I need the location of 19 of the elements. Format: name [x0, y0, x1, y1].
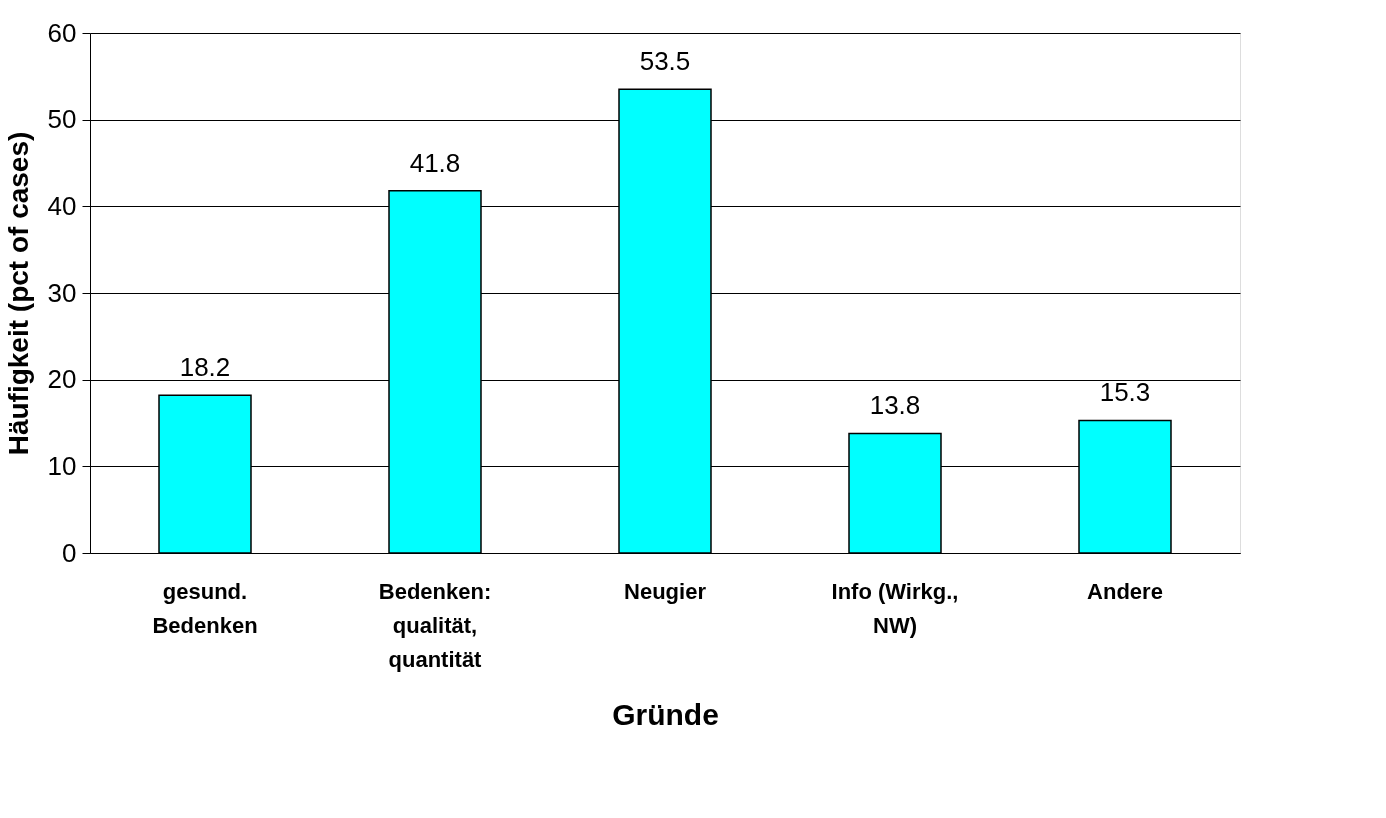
x-tick-label: Neugier	[624, 578, 707, 604]
data-label: 15.3	[1099, 377, 1151, 408]
data-label: 53.5	[639, 46, 691, 77]
x-tick-label: gesund. Bedenken	[152, 578, 258, 638]
y-axis-title: Häufigkeit (pct of cases)	[2, 131, 34, 456]
y-tick-label: 20	[47, 364, 77, 395]
y-tick-label: 30	[47, 277, 77, 308]
x-tick-label: Info (Wirkg., NW)	[831, 578, 959, 638]
data-label: 13.8	[869, 390, 921, 421]
data-label: 18.2	[179, 352, 231, 383]
data-label: 41.8	[409, 147, 461, 178]
y-tick-label: 0	[62, 537, 77, 568]
x-axis-title: Gründe	[612, 697, 719, 731]
x-tick-label: Andere	[1087, 578, 1163, 604]
y-tick-label: 10	[47, 450, 77, 481]
x-tick-label: Bedenken: qualität, quantität	[378, 578, 492, 672]
y-tick-label: 40	[47, 190, 77, 221]
y-tick-label: 60	[47, 17, 77, 48]
y-tick-label: 50	[47, 104, 77, 135]
